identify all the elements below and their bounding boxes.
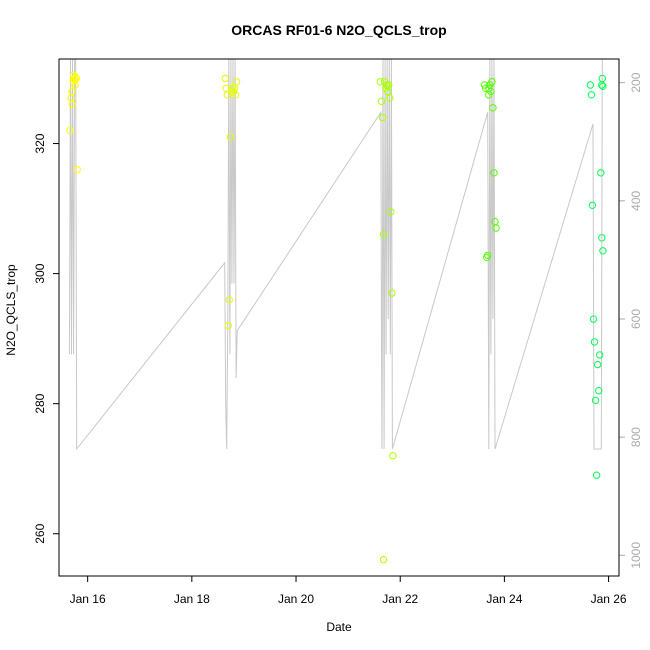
data-point [231, 91, 240, 99]
data-point [598, 234, 606, 242]
chart-title: ORCAS RF01-6 N2O_QCLS_trop [231, 22, 446, 38]
y-axis-label: N2O_QCLS_trop [4, 264, 18, 356]
data-point [389, 452, 397, 460]
y-tick-label: 300 [33, 263, 47, 283]
data-point [489, 104, 497, 112]
x-tick-label: Jan 26 [591, 592, 627, 606]
data-point [484, 251, 492, 260]
data-point [586, 81, 594, 89]
x-axis-label: Date [326, 620, 352, 634]
y2-tick-label: 600 [629, 309, 643, 329]
data-point [488, 78, 496, 86]
y2-tick-label: 800 [629, 427, 643, 447]
altitude-trace [68, 58, 603, 451]
data-point [379, 556, 388, 564]
data-point [388, 289, 396, 297]
data-point [589, 315, 598, 323]
y-tick-label: 320 [33, 133, 47, 153]
data-point [587, 91, 596, 99]
data-points [66, 71, 607, 564]
data-point [384, 82, 392, 91]
data-point [378, 113, 387, 122]
y-tick-label: 280 [33, 393, 47, 413]
data-point [597, 169, 605, 177]
data-point [595, 387, 603, 395]
y2-tick-label: 1000 [629, 542, 643, 569]
data-point [599, 82, 607, 91]
data-point [588, 201, 597, 210]
data-point [598, 74, 606, 83]
data-point [68, 87, 76, 96]
data-point [68, 100, 77, 109]
data-point [376, 78, 385, 86]
x-tick-label: Jan 20 [278, 592, 314, 606]
data-point [73, 165, 81, 174]
data-point [485, 84, 493, 93]
data-point [596, 351, 604, 359]
trace-line [68, 58, 603, 451]
data-point [224, 321, 233, 330]
data-point [379, 230, 388, 239]
data-point [386, 94, 394, 102]
data-point [226, 133, 235, 141]
data-point [490, 169, 498, 177]
data-point [599, 247, 607, 255]
data-point [377, 97, 386, 106]
data-point [225, 295, 234, 304]
data-point [228, 84, 237, 93]
y-axis: 260 280 300 320 [33, 133, 59, 544]
x-tick-label: Jan 22 [382, 592, 418, 606]
x-axis: Jan 16 Jan 18 Jan 20 Jan 22 Jan 24 Jan 26 [70, 575, 627, 606]
x-tick-label: Jan 24 [486, 592, 522, 606]
data-point [69, 71, 78, 80]
data-point [591, 396, 600, 405]
plot-frame [58, 58, 620, 577]
data-point [221, 74, 229, 83]
data-point [492, 224, 500, 232]
data-point [232, 78, 241, 86]
data-point [590, 338, 599, 346]
data-point [385, 81, 393, 89]
y-tick-label: 260 [33, 523, 47, 543]
data-point [72, 73, 80, 81]
x-tick-label: Jan 16 [70, 592, 106, 606]
data-point [223, 91, 232, 99]
y2-tick-label: 200 [629, 72, 643, 92]
x-tick-label: Jan 18 [174, 592, 210, 606]
y2-tick-label: 400 [629, 190, 643, 210]
data-point [592, 471, 601, 479]
data-point [66, 126, 74, 135]
data-point [387, 208, 395, 216]
data-point [593, 360, 602, 369]
y2-axis: 200 400 600 800 1000 [619, 72, 643, 569]
